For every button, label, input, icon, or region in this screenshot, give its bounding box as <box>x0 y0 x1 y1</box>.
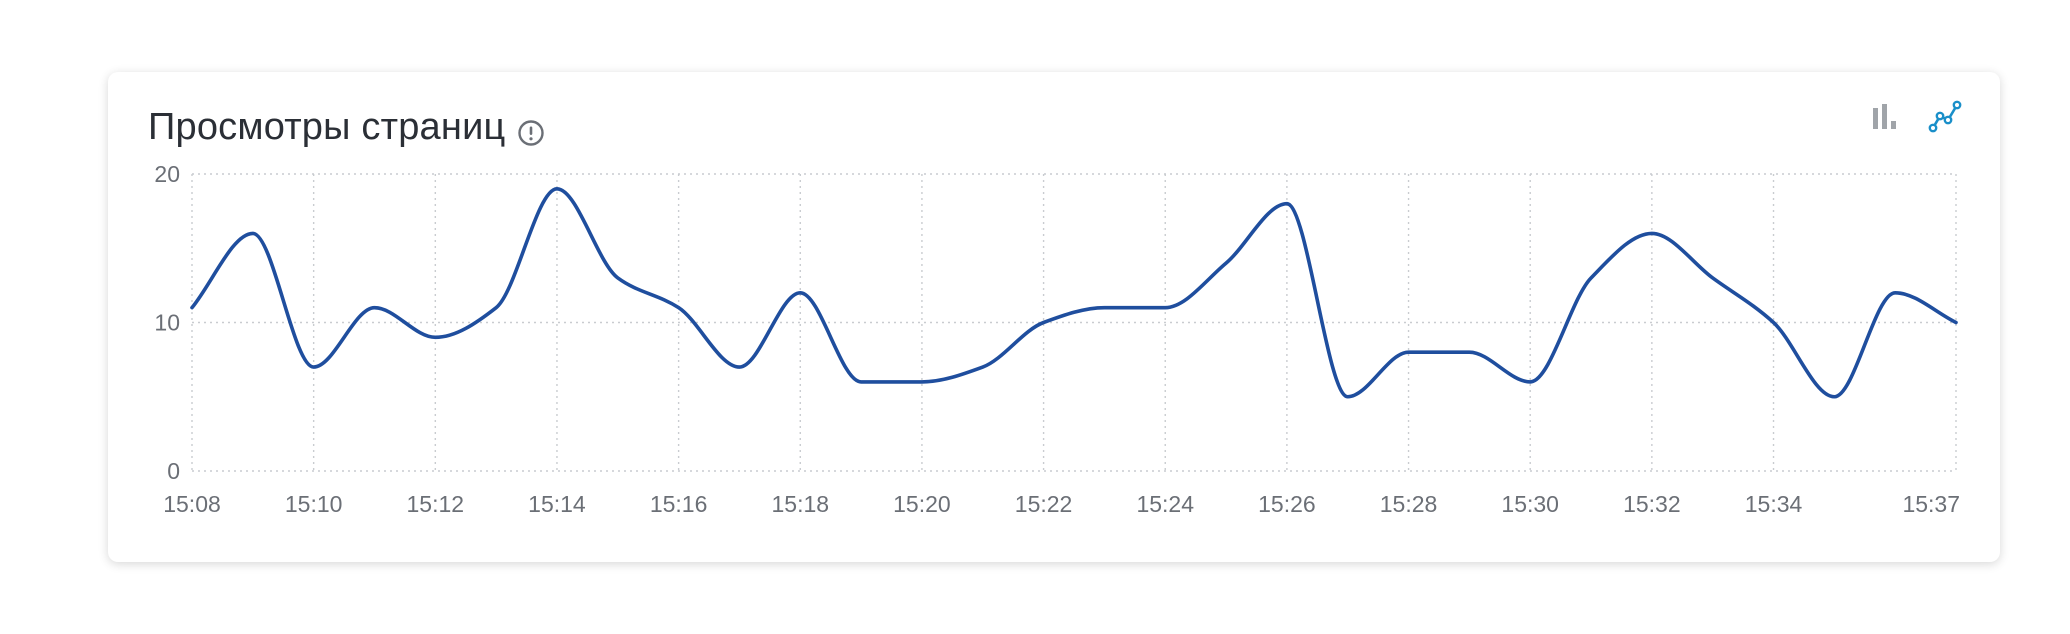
x-tick-label: 15:26 <box>1258 491 1316 517</box>
x-tick-label: 15:10 <box>285 491 343 517</box>
x-tick-label: 15:16 <box>650 491 708 517</box>
x-tick-label: 15:24 <box>1136 491 1194 517</box>
x-tick-label: 15:08 <box>163 491 221 517</box>
series-line <box>192 189 1956 397</box>
x-tick-label: 15:30 <box>1501 491 1559 517</box>
x-tick-label: 15:20 <box>893 491 951 517</box>
line-chart: 0 10 20 15:08 15:10 15:12 15:14 15:16 15:18 15:20… <box>108 72 2000 562</box>
x-tick-label: 15:37 <box>1902 491 1960 517</box>
y-tick-label: 0 <box>167 458 180 484</box>
x-tick-label: 15:22 <box>1015 491 1073 517</box>
x-tick-label: 15:32 <box>1623 491 1681 517</box>
x-tick-label: 15:12 <box>407 491 465 517</box>
x-tick-label: 15:14 <box>528 491 586 517</box>
x-tick-label: 15:28 <box>1380 491 1438 517</box>
x-tick-label: 15:34 <box>1745 491 1803 517</box>
y-tick-label: 10 <box>154 310 180 336</box>
y-tick-label: 20 <box>154 161 180 187</box>
x-tick-label: 15:18 <box>771 491 829 517</box>
chart-card: Просмотры страниц <box>108 72 2000 562</box>
